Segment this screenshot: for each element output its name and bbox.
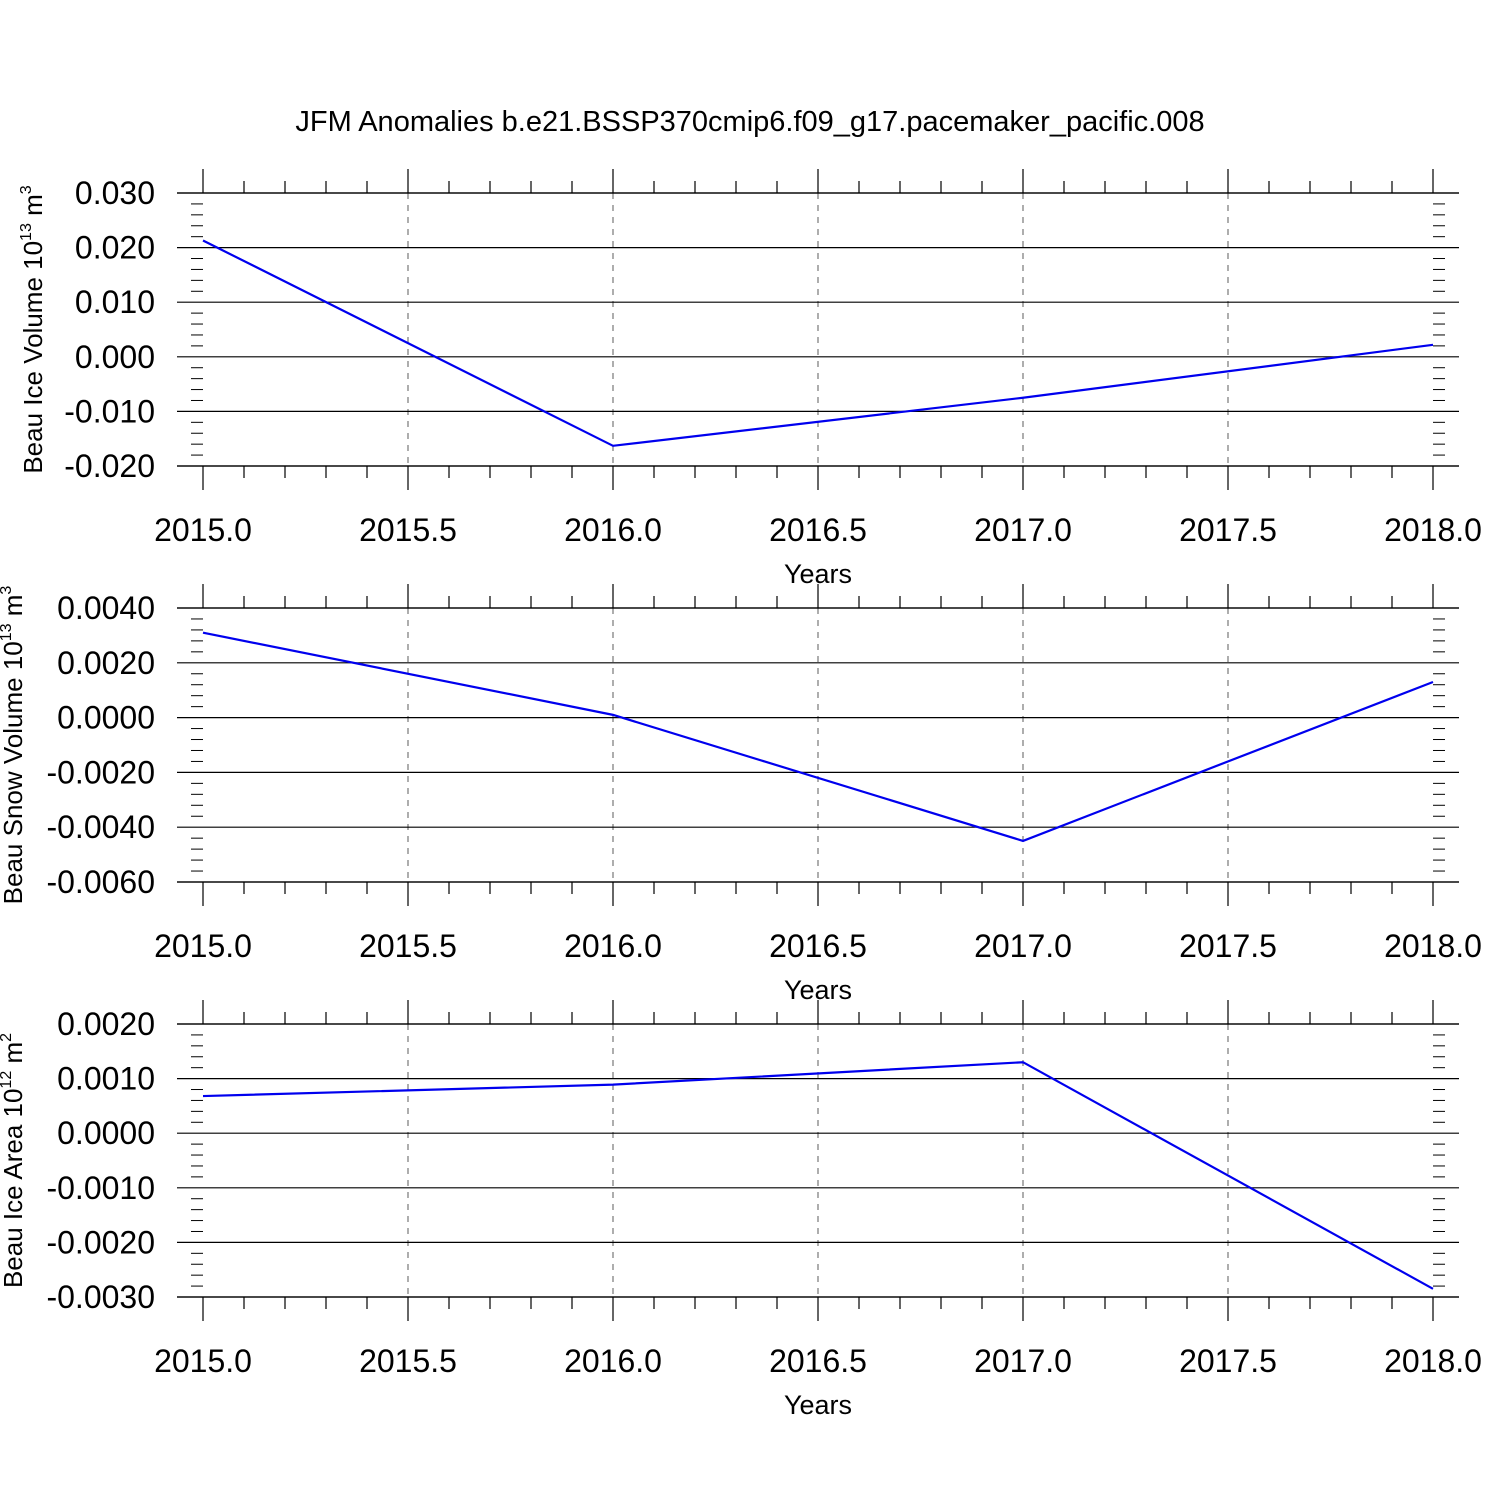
x-tick-label: 2016.0 [564, 512, 662, 548]
x-tick-label: 2018.0 [1384, 928, 1482, 964]
x-tick-label: 2018.0 [1384, 512, 1482, 548]
y-axis-label-text: Beau Snow Volume 10 [0, 641, 28, 904]
x-tick-label: 2017.5 [1179, 512, 1277, 548]
panels: 2015.0 2015.5 2016.0 2016.5 2017.0 2017.5 2018… [0, 169, 1482, 1420]
x-tick-label: 2017.5 [1179, 1343, 1277, 1379]
y-axis-label: Beau Ice Area 1012 m2 [0, 1033, 28, 1288]
y-axis-label: Beau Ice Volume 1013 m3 [18, 185, 48, 473]
x-tick-label: 2016.5 [769, 512, 867, 548]
x-tick-label: 2016.0 [564, 928, 662, 964]
y-tick-label: 0.0010 [57, 1061, 155, 1097]
x-tick-label: 2017.0 [974, 512, 1072, 548]
panel-3: 2015.0 2015.5 2016.0 2016.5 2017.0 2017.5 2018… [0, 1000, 1482, 1420]
x-tick-label: 2015.0 [154, 1343, 252, 1379]
y-tick-label: -0.0030 [46, 1279, 155, 1315]
y-tick-label: 0.0020 [57, 645, 155, 681]
y-axis-label-unit: m [0, 1042, 28, 1071]
series-line [202, 631, 1434, 843]
y-axis-label-exponent: 13 [0, 623, 15, 641]
y-tick-label: 0.000 [75, 339, 155, 375]
y-axis-label-exponent: 13 [18, 223, 35, 241]
x-tick-label: 2016.0 [564, 1343, 662, 1379]
y-tick-label: -0.0040 [46, 809, 155, 845]
panel-1: 2015.0 2015.5 2016.0 2016.5 2017.0 2017.5 2018… [18, 169, 1482, 589]
y-axis-label-text: Beau Ice Volume 10 [18, 241, 48, 474]
y-axis-label-exponent: 12 [0, 1071, 15, 1089]
y-tick-label: -0.010 [64, 393, 155, 429]
y-tick-label: 0.0000 [57, 1115, 155, 1151]
y-tick-label: 0.030 [75, 175, 155, 211]
x-tick-label: 2015.0 [154, 928, 252, 964]
y-tick-label: -0.0010 [46, 1170, 155, 1206]
x-tick-label: 2015.0 [154, 512, 252, 548]
series-line [202, 239, 1434, 447]
x-tick-label: 2015.5 [359, 928, 457, 964]
x-tick-label: 2017.0 [974, 928, 1072, 964]
series-line [202, 1061, 1434, 1290]
x-tick-label: 2017.0 [974, 1343, 1072, 1379]
y-tick-label: -0.020 [64, 448, 155, 484]
y-tick-label: 0.0000 [57, 700, 155, 736]
y-tick-label: -0.0020 [46, 1224, 155, 1260]
x-tick-label: 2015.5 [359, 1343, 457, 1379]
chart-title: JFM Anomalies b.e21.BSSP370cmip6.f09_g17… [295, 106, 1204, 138]
y-tick-label: -0.0020 [46, 754, 155, 790]
x-tick-label: 2017.5 [1179, 928, 1277, 964]
y-tick-label: 0.0020 [57, 1006, 155, 1042]
y-axis-label-unit-exponent: 3 [0, 586, 15, 595]
x-tick-label: 2016.5 [769, 1343, 867, 1379]
x-tick-label: 2016.5 [769, 928, 867, 964]
y-tick-label: 0.020 [75, 230, 155, 266]
y-axis-label-text: Beau Ice Area 10 [0, 1089, 28, 1288]
x-tick-label: 2015.5 [359, 512, 457, 548]
y-axis-label-unit: m [0, 595, 28, 624]
y-tick-label: -0.0060 [46, 864, 155, 900]
y-axis-label: Beau Snow Volume 1013 m3 [0, 586, 28, 905]
y-axis-label-unit: m [18, 194, 48, 223]
y-tick-label: 0.0040 [57, 590, 155, 626]
y-axis-label-unit-exponent: 2 [0, 1033, 15, 1042]
panel-2: 2015.0 2015.5 2016.0 2016.5 2017.0 2017.5 2018… [0, 584, 1482, 1005]
y-tick-label: 0.010 [75, 284, 155, 320]
x-axis-label: Years [784, 1390, 852, 1420]
y-axis-label-unit-exponent: 3 [18, 185, 35, 194]
x-tick-label: 2018.0 [1384, 1343, 1482, 1379]
